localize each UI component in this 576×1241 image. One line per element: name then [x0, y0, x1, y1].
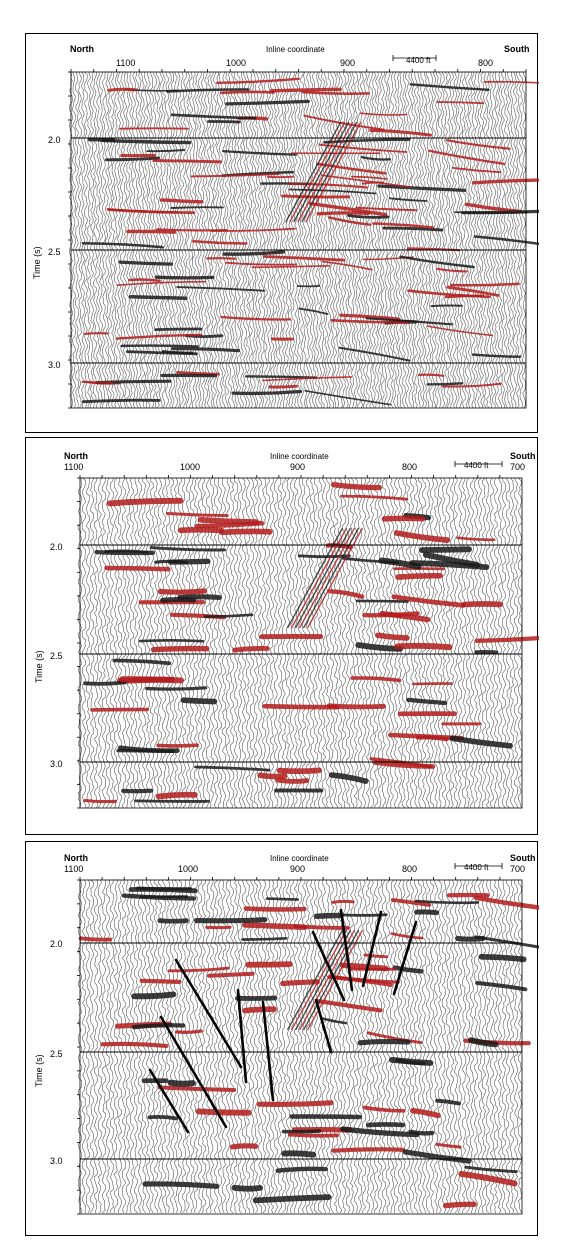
axis-title: Inline coordinate: [266, 45, 325, 54]
x-tick-1100: 1100: [64, 462, 84, 472]
y-tick-3-0: 3.0: [50, 759, 63, 769]
fault-line-8: [361, 910, 383, 988]
x-tick-800: 800: [402, 864, 418, 874]
scale-bar-label: 4400 ft: [464, 863, 489, 872]
fault-line-2: [148, 1068, 190, 1134]
north-label: North: [64, 853, 88, 863]
y-tick-3-0: 3.0: [48, 360, 61, 370]
y-tick-2-0: 2.0: [50, 939, 63, 949]
fault-line-7: [339, 908, 354, 992]
trace-field: [77, 477, 523, 809]
y-tick-2-5: 2.5: [50, 1049, 63, 1059]
fault-interpretation-lines: [148, 908, 418, 1134]
plot-frame: [79, 879, 523, 1215]
seismic-plot-b: [77, 461, 539, 809]
trace-field: [69, 71, 526, 409]
fault-line-0: [174, 958, 243, 1069]
fault-line-5: [311, 930, 346, 1002]
x-tick-1000: 1000: [180, 462, 201, 472]
x-tick-900: 900: [340, 58, 356, 68]
y-tick-2-5: 2.5: [50, 651, 63, 661]
reflector-events: [81, 77, 539, 406]
x-tick-1000: 1000: [178, 864, 199, 874]
seismic-plot-c: [77, 863, 539, 1215]
fault-line-6: [314, 998, 333, 1054]
axis-title: Inline coordinate: [270, 854, 329, 863]
south-label: South: [510, 853, 536, 863]
fault-line-9: [392, 920, 418, 996]
x-tick-900: 900: [290, 462, 306, 472]
scale-bar-label: 4400 ft: [406, 56, 431, 65]
seismic-panel-c: North Inline coordinate South 4400 ft 11…: [25, 841, 539, 1236]
y-tick-2-0: 2.0: [50, 542, 63, 552]
axis-title: Inline coordinate: [270, 452, 329, 461]
x-tick-800: 800: [478, 58, 494, 68]
x-tick-800: 800: [402, 462, 418, 472]
x-tick-900: 900: [290, 864, 306, 874]
north-label: North: [64, 451, 88, 461]
south-label: South: [504, 44, 530, 54]
seismic-plot-a: [68, 55, 539, 409]
y-tick-2-0: 2.0: [48, 135, 61, 145]
north-label: North: [70, 44, 94, 54]
x-tick-700: 700: [510, 462, 526, 472]
x-tick-700: 700: [510, 864, 526, 874]
scale-bar-label: 4400 ft: [464, 461, 489, 470]
fault-line-4: [261, 1000, 275, 1102]
south-label: South: [510, 451, 536, 461]
y-tick-2-5: 2.5: [48, 247, 61, 257]
reflector-events: [83, 482, 539, 804]
y-tick-3-0: 3.0: [50, 1156, 63, 1166]
x-tick-1100: 1100: [116, 58, 136, 68]
fault-line-1: [159, 1015, 228, 1129]
seismic-panel-a: North Inline coordinate South 4400 ft 11…: [25, 33, 539, 433]
seismic-panel-b: North Inline coordinate South 4400 ft 11…: [25, 437, 539, 835]
fault-line-3: [236, 988, 248, 1084]
x-tick-1000: 1000: [226, 58, 247, 68]
x-tick-1100: 1100: [64, 864, 84, 874]
